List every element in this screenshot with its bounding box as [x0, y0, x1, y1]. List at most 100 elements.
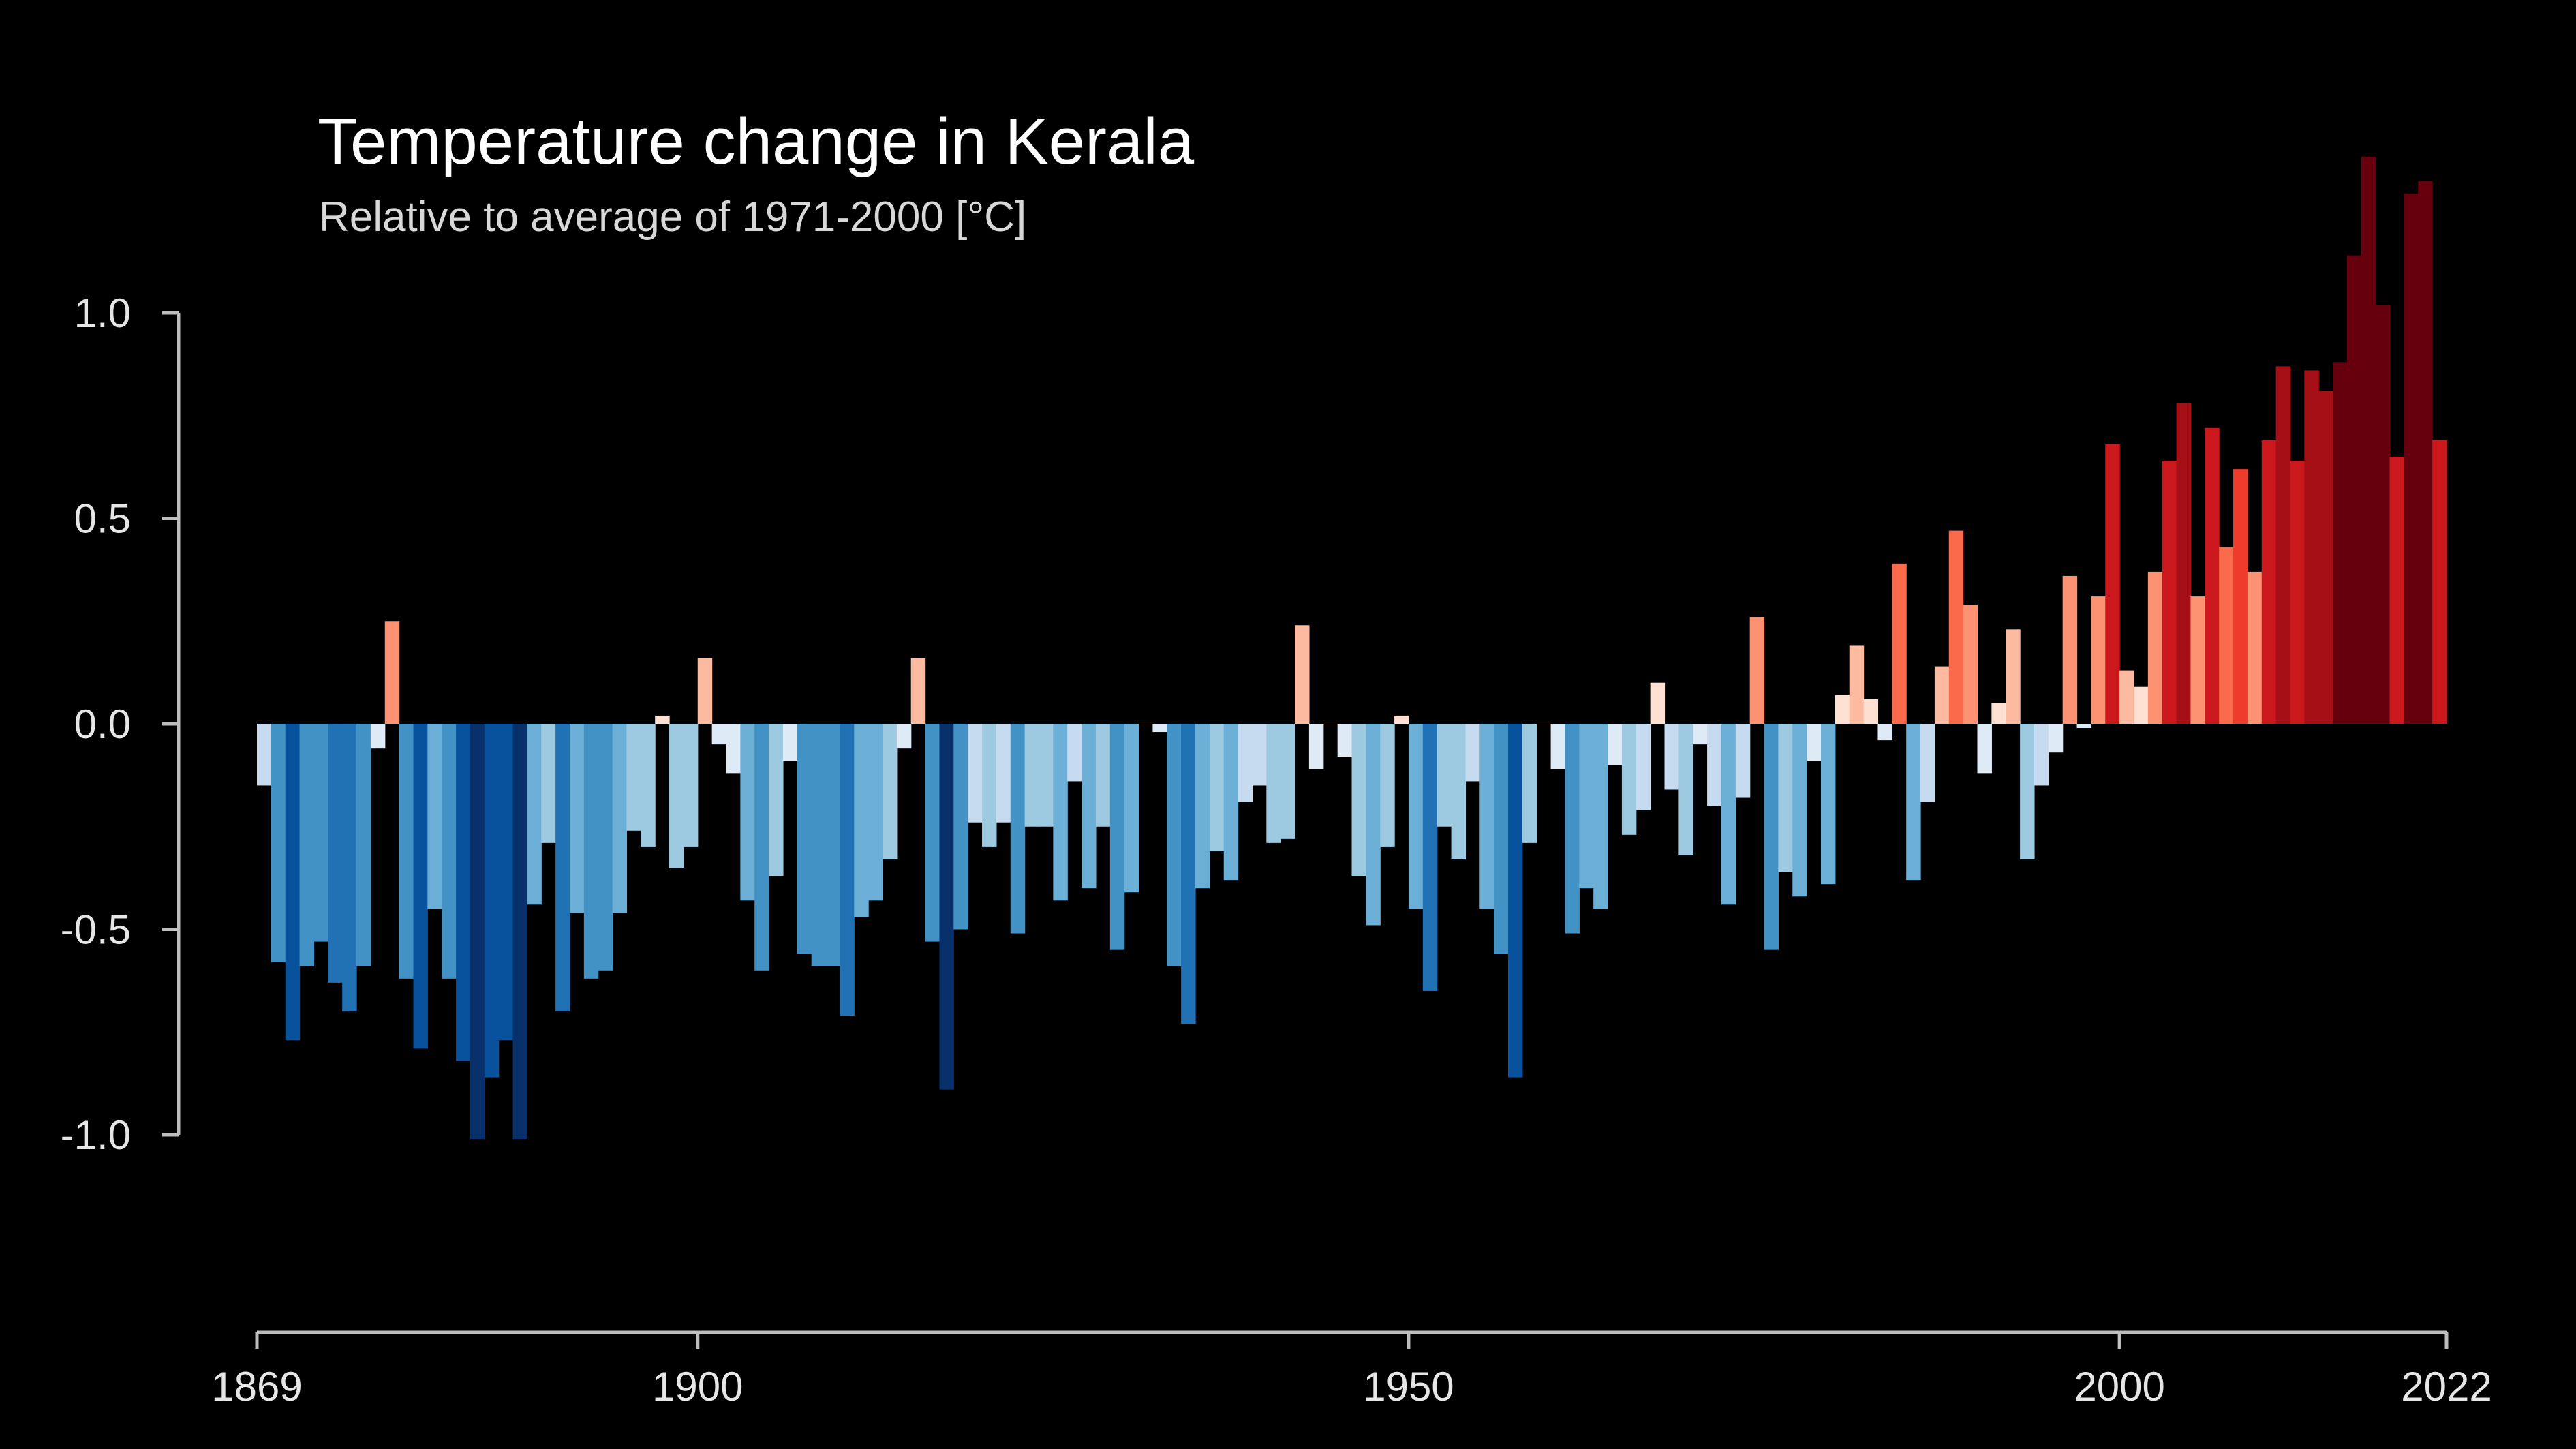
bar-1958 [1522, 724, 1537, 843]
bar-1948 [1380, 724, 1395, 847]
bar-1984 [1892, 563, 1907, 724]
bar-1885 [484, 724, 500, 1078]
bar-1964 [1608, 724, 1623, 765]
bar-2014 [2318, 391, 2333, 724]
bar-2018 [2375, 304, 2391, 724]
bar-1932 [1152, 724, 1167, 733]
bar-1987 [1934, 666, 1950, 724]
bar-1899 [683, 724, 699, 847]
bar-1914 [896, 724, 912, 749]
bar-1882 [442, 724, 457, 979]
bar-1953 [1451, 724, 1467, 859]
bar-1937 [1223, 724, 1239, 881]
bar-1870 [271, 724, 286, 962]
bar-1997 [2076, 724, 2092, 729]
bar-1916 [925, 724, 940, 942]
bar-1956 [1494, 724, 1509, 954]
bar-1978 [1807, 724, 1822, 761]
bar-1945 [1337, 724, 1353, 757]
bar-2009 [2247, 571, 2263, 724]
bar-1963 [1593, 724, 1608, 909]
bar-1886 [498, 724, 514, 1041]
bar-1942 [1295, 625, 1310, 724]
bar-1929 [1109, 724, 1125, 950]
bar-1974 [1749, 617, 1765, 724]
bar-1934 [1181, 724, 1196, 1024]
bar-1977 [1792, 724, 1807, 897]
chart-title: Temperature change in Kerala [318, 105, 1195, 178]
bar-1967 [1650, 682, 1666, 724]
bar-1874 [328, 724, 343, 983]
bar-1933 [1167, 724, 1182, 966]
bar-1915 [910, 658, 926, 724]
bar-1988 [1948, 530, 1964, 724]
bar-1938 [1238, 724, 1253, 802]
bar-2020 [2404, 194, 2419, 724]
bar-1902 [726, 724, 741, 774]
bar-1891 [570, 724, 585, 913]
bar-1876 [356, 724, 371, 966]
bar-1957 [1508, 724, 1523, 1078]
bar-1955 [1479, 724, 1494, 909]
bar-1950 [1408, 724, 1424, 909]
bar-1904 [754, 724, 769, 971]
bar-1936 [1209, 724, 1225, 851]
bar-1989 [1963, 605, 1978, 724]
bars-group [257, 156, 2447, 1140]
bar-1872 [299, 724, 315, 966]
bar-1918 [953, 724, 968, 930]
bar-2016 [2346, 255, 2362, 724]
bar-1917 [939, 724, 954, 1090]
bar-1976 [1778, 724, 1793, 872]
bar-1928 [1095, 724, 1111, 827]
bar-1981 [1849, 645, 1865, 724]
bar-1869 [257, 724, 272, 786]
bar-1898 [669, 724, 684, 868]
bar-1951 [1422, 724, 1438, 991]
bar-2007 [2219, 547, 2234, 724]
bar-2022 [2432, 440, 2447, 724]
bar-1920 [982, 724, 997, 847]
bar-1880 [413, 724, 428, 1049]
bar-1926 [1067, 724, 1082, 782]
y-axis: 1.0 0.5 0.0 -0.5 -1.0 [61, 290, 181, 1158]
bar-1939 [1252, 724, 1267, 786]
bar-1910 [840, 724, 855, 1016]
bar-1993 [2020, 724, 2035, 859]
bar-1962 [1579, 724, 1594, 889]
bar-1982 [1863, 699, 1879, 724]
bar-1935 [1195, 724, 1210, 889]
bar-1983 [1877, 724, 1892, 741]
bar-1992 [2006, 629, 2021, 724]
bar-2015 [2333, 362, 2348, 724]
bar-1960 [1550, 724, 1566, 769]
bar-1994 [2034, 724, 2049, 786]
bar-1923 [1024, 724, 1040, 827]
bar-1911 [854, 724, 869, 917]
bar-1877 [370, 724, 386, 749]
bar-1986 [1920, 724, 1935, 802]
bar-1979 [1821, 724, 1836, 885]
bar-1998 [2091, 596, 2106, 724]
bar-1893 [598, 724, 613, 971]
bar-1901 [711, 724, 727, 745]
bar-1871 [285, 724, 301, 1041]
bar-1907 [797, 724, 812, 954]
bar-1965 [1621, 724, 1637, 835]
bar-1990 [1977, 724, 1992, 774]
bar-1919 [968, 724, 983, 823]
bar-1897 [655, 715, 670, 724]
bar-1894 [612, 724, 628, 913]
bar-2017 [2361, 156, 2376, 724]
bar-1881 [427, 724, 442, 909]
bar-1925 [1053, 724, 1068, 901]
bar-1949 [1394, 715, 1409, 724]
bar-2002 [2147, 571, 2163, 724]
bar-2003 [2162, 461, 2177, 724]
bar-2012 [2290, 461, 2305, 724]
bar-1909 [825, 724, 841, 966]
bar-1946 [1351, 724, 1366, 876]
bar-1995 [2048, 724, 2064, 753]
bar-1969 [1678, 724, 1693, 855]
bar-2008 [2233, 469, 2248, 724]
